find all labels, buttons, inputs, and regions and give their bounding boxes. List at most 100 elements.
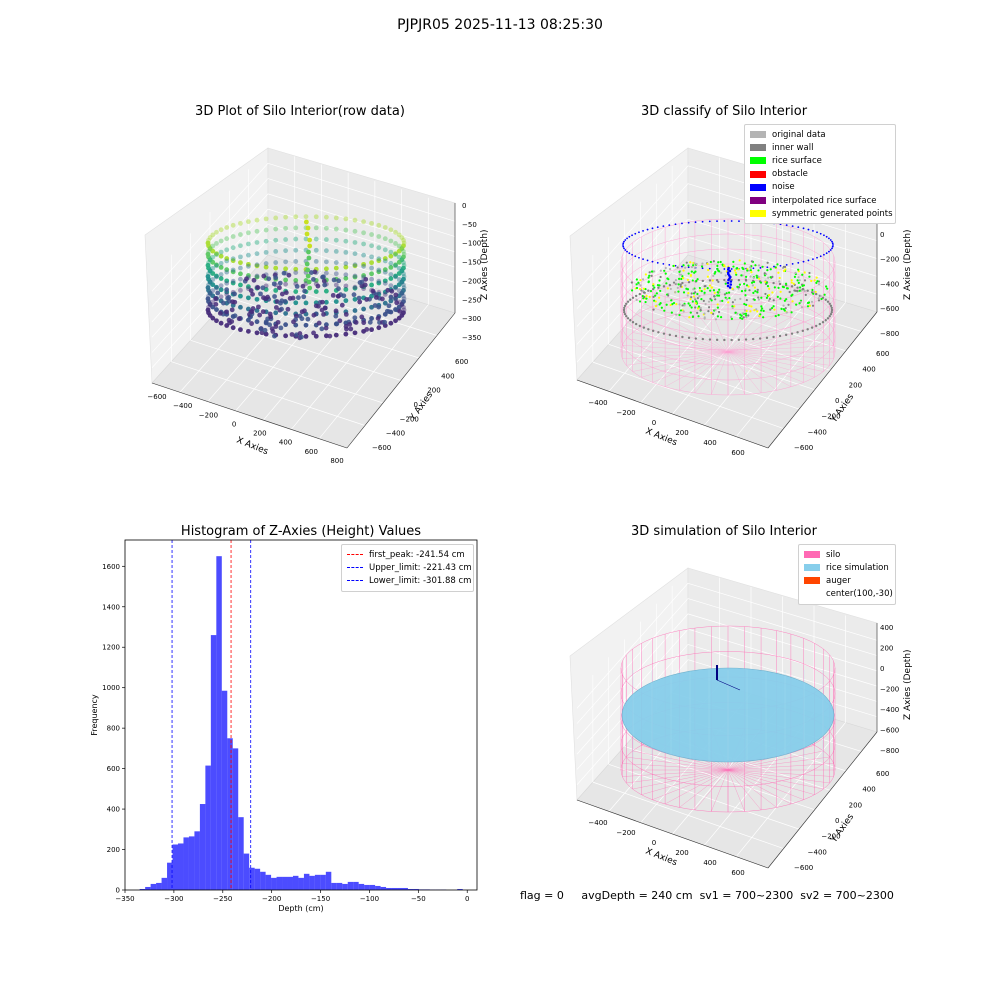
raw-point: [344, 326, 349, 332]
raw-point: [262, 327, 268, 333]
classify-point: [710, 286, 713, 289]
classify-point: [744, 294, 747, 297]
wall-point: [625, 315, 628, 318]
noise-point: [646, 259, 649, 262]
wall-point: [801, 329, 805, 333]
raw-point: [224, 258, 230, 264]
grid-line: [592, 781, 784, 849]
classify-point: [638, 300, 642, 303]
raw-point: [401, 293, 406, 299]
raw-point: [343, 264, 349, 270]
wall-point: [701, 337, 705, 341]
raw-point: [221, 300, 226, 306]
raw-point: [293, 278, 299, 283]
classify-point: [767, 299, 770, 302]
noise-point: [831, 245, 834, 248]
legend-item: rice surface: [750, 154, 890, 167]
legend-line-swatch: [347, 567, 363, 569]
raw-point: [213, 296, 218, 301]
classify-point: [654, 300, 657, 303]
raw-point: [304, 261, 310, 267]
raw-point: [265, 294, 270, 300]
raw-point: [298, 334, 304, 340]
raw-point: [249, 309, 255, 315]
legend-item: obstacle: [750, 168, 890, 181]
wall-point: [622, 308, 626, 312]
silo-spoke: [679, 769, 729, 808]
classify-point: [743, 282, 746, 285]
raw-point: [267, 322, 273, 328]
raw-z-tick: −200: [462, 277, 481, 285]
noise-point: [828, 237, 830, 240]
noise-point: [622, 244, 624, 246]
raw-point: [382, 247, 388, 253]
histogram-bar: [243, 853, 250, 890]
raw-point: [379, 296, 385, 302]
classify-point: [703, 291, 706, 294]
noise-point: [681, 222, 683, 225]
wall-point: [638, 324, 642, 328]
x-tick-label: −100: [360, 895, 379, 903]
noise-point: [623, 240, 625, 243]
classify-point: [772, 305, 775, 308]
simulation-y-axis-label: Y Axies: [829, 812, 857, 845]
classify-point: [638, 287, 642, 291]
classify-point: [695, 300, 698, 303]
classify-point: [701, 262, 704, 265]
raw-point: [279, 291, 285, 297]
raw-point: [388, 272, 394, 277]
classify-point: [679, 309, 683, 312]
legend-item: Upper_limit: -221.43 cm: [347, 561, 472, 574]
raw-point: [382, 225, 388, 230]
silo-spoke: [727, 750, 824, 771]
raw-point: [245, 261, 251, 267]
classify-point: [742, 316, 745, 319]
classify-point: [653, 286, 656, 289]
classify-point: [774, 266, 777, 269]
classify-point: [716, 291, 719, 294]
raw-point: [254, 228, 260, 234]
raw-point: [382, 319, 388, 325]
classify-point: [688, 304, 692, 307]
legend-item: noise: [750, 181, 890, 194]
silo-spoke: [632, 769, 729, 790]
silo-spoke: [727, 321, 804, 353]
noise-point: [812, 229, 814, 232]
raw-point: [361, 273, 367, 278]
raw-point: [283, 277, 289, 283]
raw-point: [214, 274, 219, 280]
classify-point: [641, 289, 644, 293]
grid-line: [687, 201, 878, 259]
classify-point: [826, 287, 829, 290]
grid-line: [608, 343, 800, 410]
raw-point: [205, 240, 211, 246]
histogram-bar: [282, 876, 288, 890]
raw-point: [258, 326, 264, 332]
raw-point: [293, 247, 299, 253]
noise-point: [829, 249, 832, 251]
axis-line: [767, 731, 878, 869]
classify-point: [663, 269, 666, 272]
noise-point: [701, 267, 704, 270]
simulation-3d-ticks: −400−2000200400600−600−400−2000200400600…: [588, 624, 899, 877]
histogram-bar: [336, 882, 343, 890]
wall-point: [668, 333, 672, 337]
raw-point: [388, 260, 394, 266]
raw-point: [382, 280, 388, 286]
classify-point: [751, 284, 754, 287]
raw-z-tick: −100: [462, 240, 481, 248]
raw-point: [341, 293, 347, 299]
noise-point: [674, 223, 677, 226]
raw-point: [333, 215, 339, 221]
noise-point: [623, 247, 625, 250]
wall-point: [744, 338, 748, 341]
silo-spoke: [626, 756, 729, 771]
raw-y-tick: 400: [441, 372, 454, 380]
classify-point: [712, 260, 715, 263]
classify-point: [748, 304, 751, 307]
wall-point: [784, 333, 788, 337]
raw-point: [286, 272, 292, 278]
raw-point: [393, 241, 398, 246]
raw-point: [303, 214, 309, 220]
classify-point: [672, 264, 675, 268]
